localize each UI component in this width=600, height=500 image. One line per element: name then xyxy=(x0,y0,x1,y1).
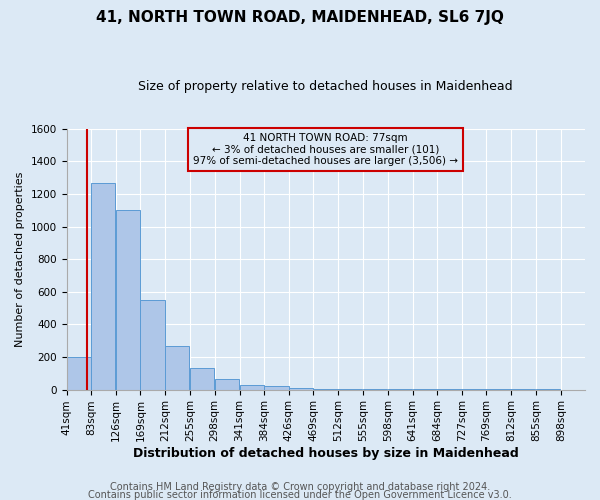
Text: Contains HM Land Registry data © Crown copyright and database right 2024.: Contains HM Land Registry data © Crown c… xyxy=(110,482,490,492)
Bar xyxy=(313,389,338,390)
Text: 41, NORTH TOWN ROAD, MAIDENHEAD, SL6 7JQ: 41, NORTH TOWN ROAD, MAIDENHEAD, SL6 7JQ xyxy=(96,10,504,25)
Bar xyxy=(91,182,115,390)
Bar xyxy=(338,389,362,390)
Bar xyxy=(190,368,214,390)
Title: Size of property relative to detached houses in Maidenhead: Size of property relative to detached ho… xyxy=(139,80,513,93)
Bar xyxy=(116,210,140,390)
Bar xyxy=(165,346,190,390)
Text: 41 NORTH TOWN ROAD: 77sqm
← 3% of detached houses are smaller (101)
97% of semi-: 41 NORTH TOWN ROAD: 77sqm ← 3% of detach… xyxy=(193,133,458,166)
Bar xyxy=(388,389,412,390)
Bar xyxy=(67,357,91,390)
Bar xyxy=(239,384,264,390)
Bar xyxy=(215,379,239,390)
Bar xyxy=(140,300,164,390)
Bar xyxy=(289,388,313,390)
X-axis label: Distribution of detached houses by size in Maidenhead: Distribution of detached houses by size … xyxy=(133,447,518,460)
Text: Contains public sector information licensed under the Open Government Licence v3: Contains public sector information licen… xyxy=(88,490,512,500)
Bar xyxy=(265,386,289,390)
Y-axis label: Number of detached properties: Number of detached properties xyxy=(15,172,25,347)
